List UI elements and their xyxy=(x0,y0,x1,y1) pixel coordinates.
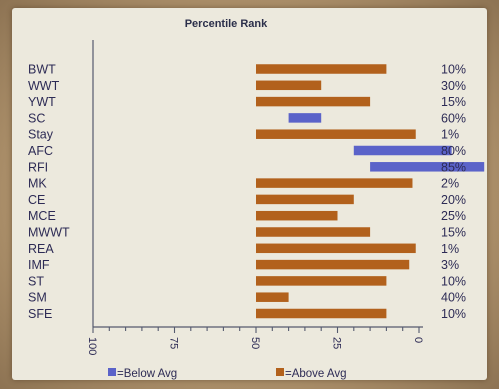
percentile-label: 40% xyxy=(441,291,466,305)
legend-label-above: =Above Avg xyxy=(285,368,347,380)
bar-wwt xyxy=(256,80,322,91)
percentile-label: 1% xyxy=(441,242,459,256)
category-label: REA xyxy=(28,242,54,256)
percentile-label: 85% xyxy=(441,160,466,174)
x-tick-label: 25 xyxy=(331,337,343,349)
percentile-label: 25% xyxy=(441,209,466,223)
chart-title: Percentile Rank xyxy=(185,18,268,30)
x-tick-label: 100 xyxy=(86,337,98,355)
category-label: YWT xyxy=(28,95,56,109)
percentile-labels: 10% 30% 15% 60% 1% 80% 85% 2% 20% 25% 15% 1% 3% 10% 40… xyxy=(441,63,466,322)
x-tick-label: 75 xyxy=(168,337,180,349)
percentile-label: 60% xyxy=(441,111,466,125)
category-label: MK xyxy=(28,177,47,191)
percentile-label: 10% xyxy=(441,63,466,77)
legend-label-below: =Below Avg xyxy=(117,368,177,380)
percentile-label: 10% xyxy=(441,307,466,321)
category-label: MCE xyxy=(28,209,56,223)
axes xyxy=(92,40,423,328)
percentile-label: 3% xyxy=(441,258,459,272)
legend: =Below Avg =Above Avg xyxy=(108,368,347,380)
category-label: RFI xyxy=(28,160,48,174)
legend-swatch-above xyxy=(276,368,284,376)
x-tick-label: 0 xyxy=(412,337,424,343)
bar-sm xyxy=(256,292,289,302)
bar-rfi xyxy=(370,162,485,172)
category-label: MWWT xyxy=(28,226,70,240)
percentile-label: 80% xyxy=(441,144,466,158)
legend-swatch-below xyxy=(108,368,116,376)
category-label: CE xyxy=(28,193,45,207)
category-labels: BWT WWT YWT SC Stay AFC RFI MK CE MCE MWWT REA IMF ST… xyxy=(28,63,70,322)
bar-sfe xyxy=(256,308,387,319)
category-label: SM xyxy=(28,291,47,305)
category-label: SC xyxy=(28,111,45,125)
category-label: Stay xyxy=(28,128,54,142)
category-label: WWT xyxy=(28,79,60,93)
category-label: SFE xyxy=(28,307,52,321)
percentile-label: 10% xyxy=(441,274,466,288)
chart-panel xyxy=(12,8,487,380)
category-label: BWT xyxy=(28,63,56,77)
percentile-label: 2% xyxy=(441,177,459,191)
bar-stay xyxy=(256,129,416,139)
bar-mwwt xyxy=(256,227,371,237)
bar-bwt xyxy=(256,64,387,74)
category-label: IMF xyxy=(28,258,50,272)
percentile-label: 15% xyxy=(441,226,466,240)
x-tick-label: 50 xyxy=(249,337,261,349)
bar-st xyxy=(256,276,387,286)
bar-ywt xyxy=(256,96,371,107)
percentile-label: 1% xyxy=(441,128,459,142)
bar-imf xyxy=(256,259,410,270)
bar-mce xyxy=(256,210,338,221)
percentile-label: 15% xyxy=(441,95,466,109)
category-label: ST xyxy=(28,274,44,288)
bar-sc xyxy=(288,113,322,123)
x-axis-ticks: 100 75 50 25 0 xyxy=(86,327,424,355)
percentile-label: 20% xyxy=(441,193,466,207)
percentile-label: 30% xyxy=(441,79,466,93)
bars xyxy=(256,64,485,319)
bar-afc xyxy=(353,145,452,156)
bar-rea xyxy=(256,243,416,254)
category-label: AFC xyxy=(28,144,53,158)
bar-mk xyxy=(256,178,413,188)
bar-ce xyxy=(256,194,354,205)
